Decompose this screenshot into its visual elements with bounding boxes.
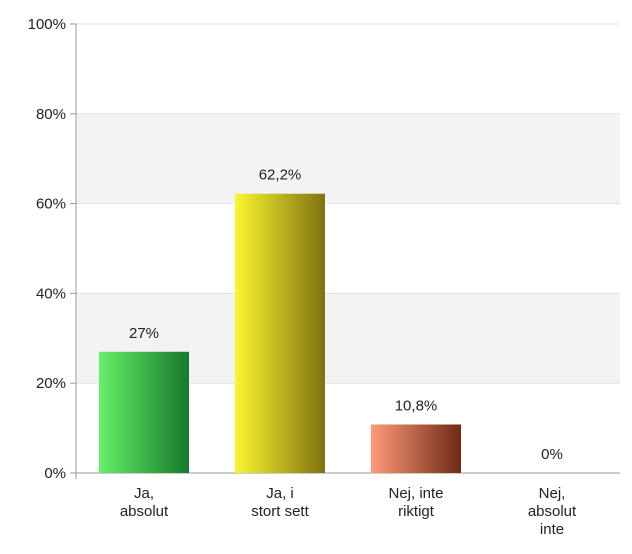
data-label: 0% [541,446,563,463]
bar [99,351,189,473]
data-label: 27% [129,325,159,342]
data-labels: 27% 62,2% 10,8% 0% [129,167,563,463]
bar [235,193,325,474]
bar [371,424,461,473]
grid-bands [76,113,620,384]
bars [99,193,461,474]
y-tick-label: 60% [36,196,66,213]
y-tick-label: 100% [28,16,66,33]
x-tick-label: Ja, i stort sett [251,485,309,520]
x-axis-labels: Ja, absolut Ja, i stort sett Nej, inte riktig… [120,485,577,538]
x-tick-label: Nej, inte riktigt [388,485,443,520]
y-tick-label: 20% [36,375,66,392]
y-axis-ticks: 0% 20% 40% 60% 80% 100% [28,16,76,482]
y-tick-label: 0% [44,465,66,482]
y-tick-label: 80% [36,106,66,123]
data-label: 62,2% [259,167,302,184]
x-tick-label: Ja, absolut [120,485,169,520]
grid-band [76,113,620,204]
x-tick-label: Nej, absolut inte [528,485,577,538]
y-tick-label: 40% [36,285,66,302]
data-label: 10,8% [395,398,438,415]
